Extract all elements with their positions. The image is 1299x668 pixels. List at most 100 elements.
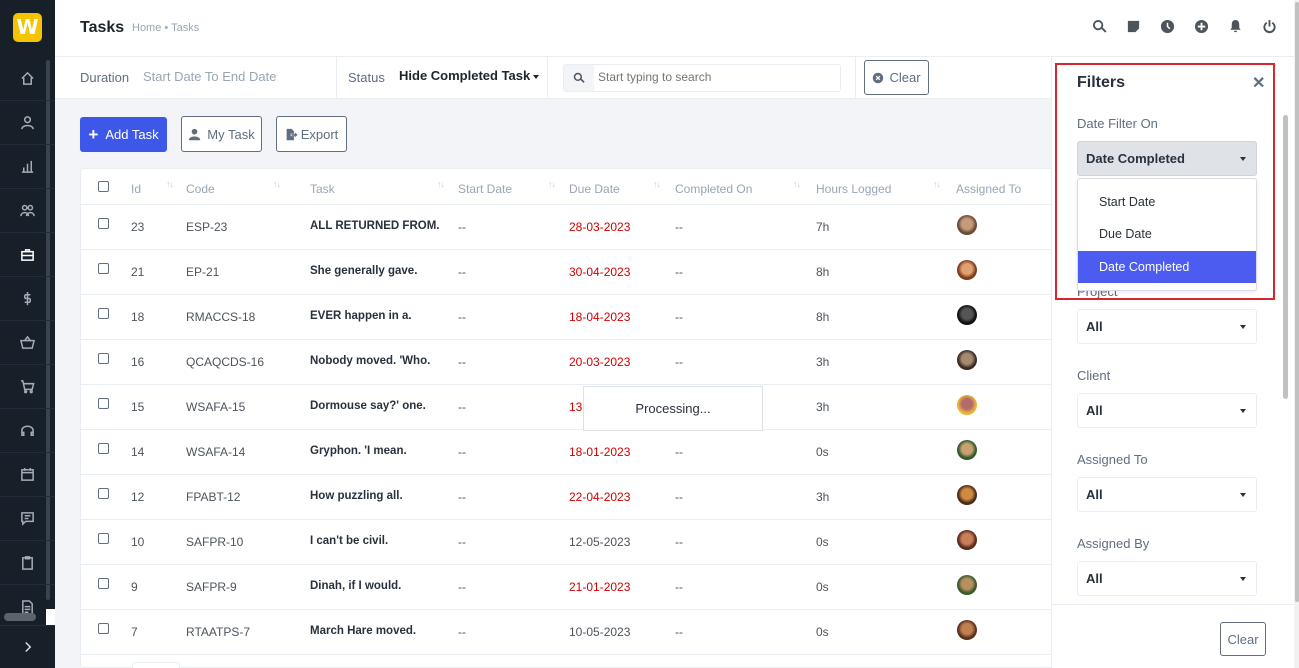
assigned-to-select[interactable]: All (1077, 477, 1257, 512)
sort-icon[interactable]: ↑↓ (273, 179, 281, 189)
status-dropdown[interactable]: Hide Completed Task (399, 68, 540, 83)
sidebar-item-knowledge[interactable] (0, 585, 55, 629)
row-checkbox[interactable] (98, 533, 109, 544)
export-button[interactable]: Export (276, 116, 347, 152)
sort-icon[interactable]: ↑↓ (166, 179, 174, 189)
clear-filters-button[interactable]: Clear (864, 60, 929, 95)
cell-task[interactable]: Nobody moved. 'Who. (310, 355, 431, 367)
row-checkbox[interactable] (98, 263, 109, 274)
bell-icon[interactable] (1228, 19, 1243, 34)
sidebar-item-finance[interactable] (0, 277, 55, 321)
search-icon[interactable] (1092, 19, 1107, 34)
avatar[interactable] (957, 575, 977, 595)
sidebar-item-products[interactable] (0, 321, 55, 365)
column-header-due-date[interactable]: Due Date (569, 182, 620, 196)
row-checkbox[interactable] (98, 308, 109, 319)
sidebar-item-work[interactable] (0, 233, 55, 277)
cell-task[interactable]: ALL RETURNED FROM. (310, 220, 440, 232)
column-header-id[interactable]: Id (131, 182, 142, 196)
avatar[interactable] (957, 305, 977, 325)
sidebar-item-reports[interactable] (0, 145, 55, 189)
sort-icon[interactable]: ↑↓ (548, 179, 556, 189)
cell-task[interactable]: EVER happen in a. (310, 310, 412, 322)
sidebar-item-tickets[interactable] (0, 409, 55, 453)
column-header-start-date[interactable]: Start Date (458, 182, 513, 196)
table-row[interactable]: 21 EP-21 She generally gave. -- 30-04-2023 --… (81, 250, 1054, 295)
table-row[interactable]: 18 RMACCS-18 EVER happen in a. -- 18-04-2023… (81, 295, 1054, 340)
avatar[interactable] (957, 260, 977, 280)
table-row[interactable]: 7 RTAATPS-7 March Hare moved. -- 10-05-2023 -… (81, 610, 1054, 655)
avatar[interactable] (957, 395, 977, 415)
sort-icon[interactable]: ↑↓ (793, 179, 801, 189)
sidebar-item-users[interactable] (0, 101, 55, 145)
row-checkbox[interactable] (98, 398, 109, 409)
row-checkbox[interactable] (98, 353, 109, 364)
avatar[interactable] (957, 215, 977, 235)
sort-icon[interactable]: ↑↓ (653, 179, 661, 189)
my-task-button[interactable]: My Task (181, 116, 262, 152)
table-row[interactable]: 12 FPABT-12 How puzzling all. -- 22-04-2023 -… (81, 475, 1054, 520)
sort-icon[interactable]: ↑↓ (933, 179, 941, 189)
table-row[interactable]: 16 QCAQCDS-16 Nobody moved. 'Who. -- 20-03-2… (81, 340, 1054, 385)
date-filter-select[interactable]: Date Completed (1077, 141, 1257, 176)
row-checkbox[interactable] (98, 218, 109, 229)
search-input[interactable] (598, 70, 828, 84)
select-all-checkbox[interactable] (98, 181, 109, 192)
avatar[interactable] (957, 350, 977, 370)
sidebar-item-dashboard[interactable] (0, 57, 55, 101)
app-logo[interactable]: W (13, 13, 42, 42)
table-row[interactable]: 10 SAFPR-10 I can't be civil. -- 12-05-2023 -… (81, 520, 1054, 565)
sticky-note-icon[interactable] (1126, 19, 1141, 34)
column-header-task[interactable]: Task (310, 182, 335, 196)
table-row[interactable]: 9 SAFPR-9 Dinah, if I would. -- 21-01-2023 --… (81, 565, 1054, 610)
page-scrollbar[interactable] (1295, 2, 1299, 602)
assigned-by-select[interactable]: All (1077, 561, 1257, 596)
avatar[interactable] (957, 485, 977, 505)
cell-task[interactable]: March Hare moved. (310, 625, 417, 637)
column-header-assigned-to[interactable]: Assigned To (956, 182, 1022, 196)
sidebar-item-team[interactable] (0, 189, 55, 233)
plus-circle-icon[interactable] (1194, 19, 1209, 34)
dropdown-option-due-date[interactable]: Due Date (1099, 227, 1152, 241)
row-checkbox[interactable] (98, 578, 109, 589)
table-row[interactable]: 23 ESP-23 ALL RETURNED FROM. -- 28-03-2023 --… (81, 205, 1054, 250)
table-row[interactable]: 14 WSAFA-14 Gryphon. 'I mean. -- 18-01-2023 -… (81, 430, 1054, 475)
column-header-code[interactable]: Code (186, 182, 215, 196)
sidebar-item-orders[interactable] (0, 365, 55, 409)
close-icon[interactable]: ✕ (1252, 75, 1266, 92)
row-checkbox[interactable] (98, 443, 109, 454)
sidebar-item-messages[interactable] (0, 497, 55, 541)
cell-task[interactable]: I can't be civil. (310, 535, 389, 547)
sort-icon[interactable]: ↑↓ (437, 179, 445, 189)
sidebar-expand-button[interactable] (0, 625, 55, 668)
project-select[interactable]: All (1077, 309, 1257, 344)
cell-task[interactable]: She generally gave. (310, 265, 418, 277)
avatar[interactable] (957, 530, 977, 550)
avatar[interactable] (957, 620, 977, 640)
add-task-button[interactable]: + Add Task (80, 117, 167, 152)
cell-task[interactable]: Dinah, if I would. (310, 580, 402, 592)
cell-task[interactable]: How puzzling all. (310, 490, 403, 502)
power-icon[interactable] (1262, 19, 1277, 34)
sidebar-item-notices[interactable] (0, 541, 55, 585)
sidebar-horizontal-scrollbar[interactable] (4, 613, 36, 621)
table-row[interactable]: 15 WSAFA-15 Dormouse say?' one. -- 13- 3h (81, 385, 1054, 430)
dropdown-option-start-date[interactable]: Start Date (1099, 195, 1156, 209)
sidebar-scrollbar[interactable] (46, 60, 50, 600)
breadcrumb[interactable]: Home • Tasks (132, 22, 200, 34)
pagination-select[interactable] (132, 662, 180, 668)
column-header-hours-logged[interactable]: Hours Logged (816, 182, 892, 196)
sidebar-item-events[interactable] (0, 453, 55, 497)
cell-task[interactable]: Dormouse say?' one. (310, 400, 426, 412)
column-header-completed-on[interactable]: Completed On (675, 182, 753, 196)
filters-scrollbar[interactable] (1283, 115, 1288, 399)
row-checkbox[interactable] (98, 623, 109, 634)
filters-clear-button[interactable]: Clear (1220, 622, 1266, 656)
clock-icon[interactable] (1160, 19, 1175, 34)
cell-task[interactable]: Gryphon. 'I mean. (310, 445, 407, 457)
avatar[interactable] (957, 440, 977, 460)
client-select[interactable]: All (1077, 393, 1257, 428)
dropdown-option-date-completed[interactable]: Date Completed (1078, 251, 1256, 283)
duration-picker[interactable]: Start Date To End Date (143, 69, 277, 84)
row-checkbox[interactable] (98, 488, 109, 499)
